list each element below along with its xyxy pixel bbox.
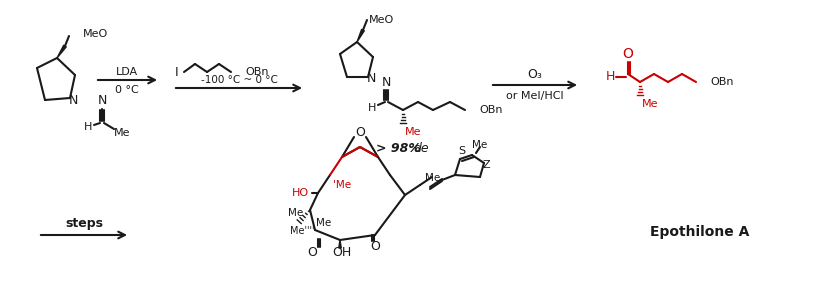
Text: > 98%: > 98%	[375, 142, 421, 155]
Text: Me: Me	[642, 99, 658, 109]
Text: Me: Me	[288, 208, 304, 218]
Text: LDA: LDA	[116, 67, 138, 77]
Text: N: N	[97, 95, 107, 107]
Text: N: N	[68, 94, 78, 106]
Polygon shape	[339, 240, 341, 248]
Text: MeO: MeO	[369, 15, 393, 25]
Text: N: N	[366, 73, 376, 85]
Text: Me'''': Me''''	[290, 226, 315, 236]
Text: HO: HO	[291, 188, 309, 198]
Text: Me: Me	[425, 173, 440, 183]
Text: O: O	[355, 127, 365, 139]
Text: H: H	[84, 122, 92, 132]
Text: I: I	[175, 66, 178, 78]
Text: O: O	[370, 241, 380, 253]
Text: de: de	[413, 142, 429, 155]
Polygon shape	[57, 45, 66, 58]
Text: O: O	[307, 246, 317, 260]
Text: O: O	[622, 47, 633, 61]
Text: OH: OH	[332, 246, 352, 260]
Text: Me: Me	[405, 127, 422, 137]
Text: 'Me: 'Me	[333, 180, 351, 190]
Text: -100 °C ~ 0 °C: -100 °C ~ 0 °C	[201, 75, 277, 85]
Text: Me: Me	[472, 140, 488, 150]
Text: 0 °C: 0 °C	[115, 85, 139, 95]
Text: OBn: OBn	[710, 77, 734, 87]
Text: Epothilone A: Epothilone A	[651, 225, 749, 239]
Text: OBn: OBn	[245, 67, 268, 77]
Text: H: H	[368, 103, 376, 113]
Text: MeO: MeO	[83, 29, 108, 39]
Text: Z: Z	[482, 160, 490, 170]
Text: S: S	[458, 146, 466, 156]
Text: Me: Me	[114, 128, 130, 138]
Polygon shape	[357, 29, 364, 42]
Text: or MeI/HCl: or MeI/HCl	[506, 91, 564, 101]
Text: N: N	[381, 76, 391, 88]
Text: Me: Me	[316, 218, 332, 228]
Text: O₃: O₃	[528, 69, 543, 81]
Text: OBn: OBn	[479, 105, 502, 115]
Text: steps: steps	[65, 217, 103, 231]
Text: H: H	[605, 70, 615, 84]
